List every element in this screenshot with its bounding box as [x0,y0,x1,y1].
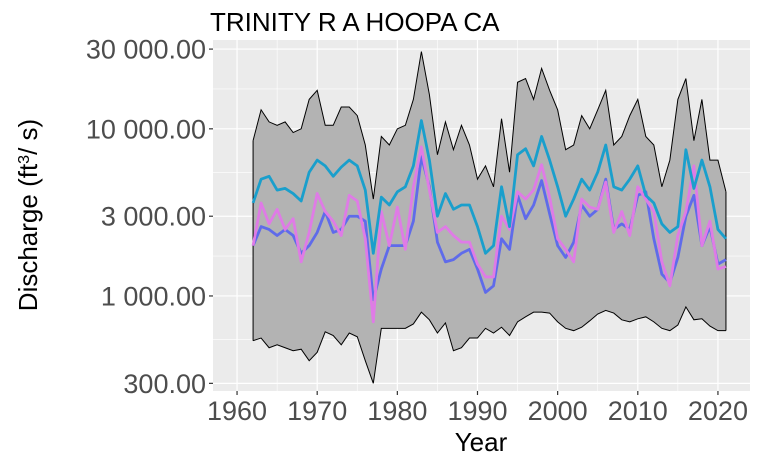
series-line-mean [251,119,728,255]
x-tick-label: 1970 [287,396,347,426]
y-tick-label: 3 000.00 [101,202,206,232]
x-tick-label: 2000 [528,396,588,426]
band-upper-line [252,51,727,200]
band-lower-line [252,305,726,384]
x-tick-label: 1990 [447,396,507,426]
y-axis: 300.00 1 000.00 3 000.00 10 000.00 30 000.00 [86,35,213,399]
x-tick-label: 1960 [207,396,267,426]
x-axis-title: Year [455,427,508,457]
x-axis: 1960 1970 1980 1990 2000 2010 2020 [207,391,748,426]
x-tick-label: 2020 [688,396,748,426]
y-axis-title-superscript: 3 [16,155,33,164]
x-tick-label: 2010 [608,396,668,426]
y-axis-title-end: / s) [13,119,43,155]
y-tick-label: 1 000.00 [101,281,206,311]
x-tick-label: 1980 [367,396,427,426]
y-tick-label: 30 000.00 [86,35,206,65]
chart-title: TRINITY R A HOOPA CA [210,7,500,37]
series-line-magenta [251,145,727,324]
y-tick-label: 10 000.00 [86,114,206,144]
y-axis-title: Discharge (ft3/ s) [13,119,43,311]
y-axis-title-main: Discharge (ft [13,163,43,311]
y-tick-label: 300.00 [123,369,206,399]
series-lines [251,119,728,324]
